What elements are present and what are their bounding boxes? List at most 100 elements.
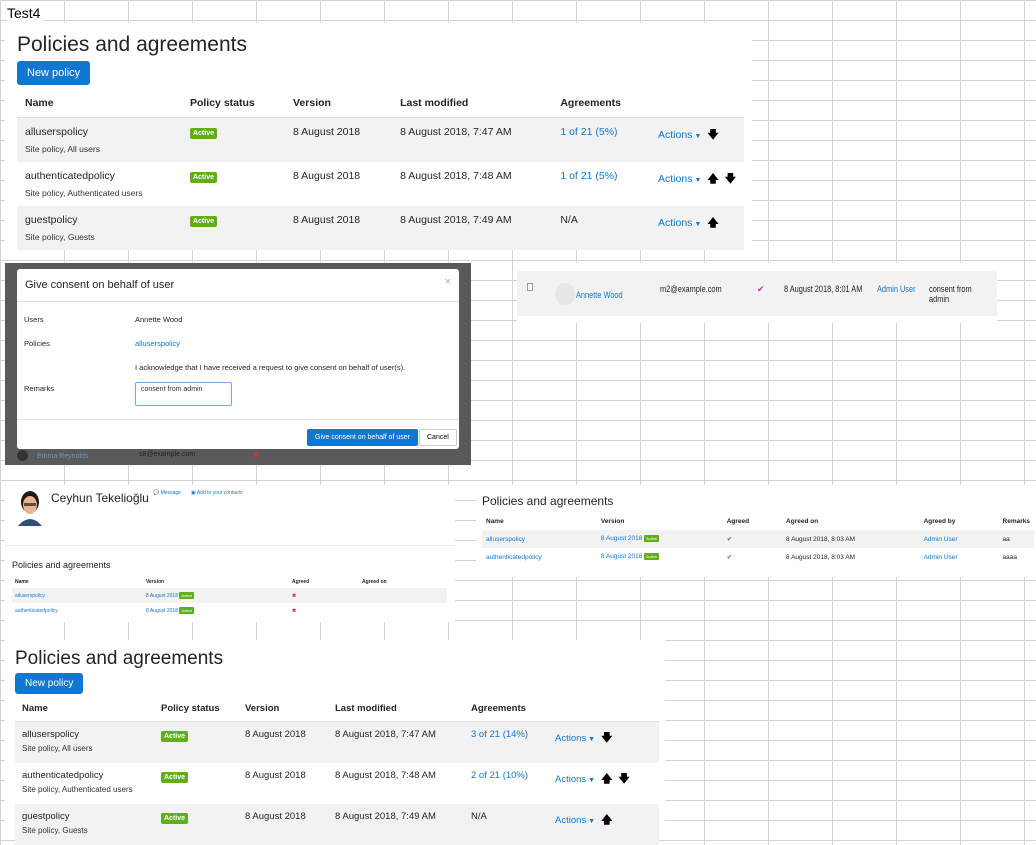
table-row: alluserspolicy Site policy, All users Act… <box>15 721 659 763</box>
message-icon: 💬 <box>153 490 160 496</box>
not-agreed-icon: ✖ <box>292 607 297 614</box>
policies-label: Policies <box>24 339 50 348</box>
version: 8 August 2018 <box>293 170 361 182</box>
table-row: authenticatedpolicy 8 August 2018 Active… <box>482 548 1034 566</box>
agreements-link[interactable]: 3 of 21 (14%) <box>471 729 529 740</box>
behind-row: Emma Reynolds s8@example.com ✖ <box>15 449 465 463</box>
caret-down-icon: ▼ <box>588 777 596 784</box>
col-header: Agreed on <box>786 518 819 525</box>
col-header: Version <box>600 518 625 525</box>
policy-name: authenticatedpolicy <box>25 170 115 182</box>
version: 8 August 2018 <box>238 721 328 763</box>
actions-label: Actions <box>555 815 587 826</box>
row-checkbox[interactable] <box>527 283 533 291</box>
give-consent-button[interactable]: Give consent on behalf of user <box>307 429 418 446</box>
policy-name: alluserspolicy <box>22 729 80 740</box>
last-modified: 8 August 2018, 7:48 AM <box>400 170 512 182</box>
user-name-link[interactable]: Annette Wood <box>576 290 623 300</box>
agreed-check-icon: ✔ <box>726 554 733 561</box>
section-title: Policies and agreements <box>12 560 111 570</box>
move-up-icon[interactable]: 🡅 <box>707 173 719 185</box>
actions-dropdown[interactable]: Actions ▼ <box>555 774 595 785</box>
policy-name: authenticatedpolicy <box>22 770 104 781</box>
not-agreed-icon: ✖ <box>289 588 359 603</box>
policy-audience: Site policy, All users <box>22 744 93 753</box>
agreed-by-link[interactable]: Admin User <box>877 284 916 294</box>
remarks-textarea[interactable]: consent from admin <box>135 382 232 406</box>
document-title: Test4 <box>7 5 45 21</box>
last-modified: 8 August 2018, 7:47 AM <box>328 721 464 763</box>
actions-dropdown[interactable]: Actions ▼ <box>555 733 595 744</box>
modal-footer-divider <box>17 419 459 420</box>
move-down-icon[interactable]: 🡇 <box>618 773 630 785</box>
actions-dropdown[interactable]: Actions ▼ <box>658 173 701 185</box>
agreed-by-link[interactable]: Admin User <box>923 553 958 561</box>
move-down-icon[interactable]: 🡇 <box>707 129 719 141</box>
table-row: Annette Wood m2@example.com ✔ 8 August 2… <box>517 271 997 316</box>
move-up-icon[interactable]: 🡅 <box>601 814 613 826</box>
col-header: Version <box>285 89 393 118</box>
version-link[interactable]: 8 August 2018 <box>146 592 178 599</box>
move-up-icon[interactable]: 🡅 <box>707 217 719 229</box>
policy-audience: Site policy, Guests <box>22 826 88 835</box>
message-link[interactable]: 💬 Message <box>153 490 181 496</box>
remarks-value: consent from admin <box>929 284 972 304</box>
add-contact-link[interactable]: ▣ Add to your contacts <box>191 490 243 496</box>
caret-down-icon: ▼ <box>694 177 702 184</box>
col-header: Agreements <box>464 696 548 722</box>
version-link[interactable]: 8 August 2018 <box>146 607 178 614</box>
status-badge: Active <box>161 731 189 742</box>
col-header: Policy status <box>181 89 285 118</box>
caret-down-icon: ▼ <box>588 818 596 825</box>
policy-link[interactable]: alluserspolicy <box>135 339 181 348</box>
col-header: Last modified <box>328 696 464 722</box>
policies-table: Name Policy status Version Last modified… <box>15 696 659 845</box>
caret-down-icon: ▼ <box>694 133 702 140</box>
last-modified: 8 August 2018, 7:47 AM <box>392 117 553 162</box>
policy-link[interactable]: alluserspolicy <box>12 588 143 603</box>
agreements-link[interactable]: 1 of 21 (5%) <box>560 126 618 138</box>
agreed-check-icon: ✔ <box>757 284 765 294</box>
agreements-link[interactable]: 2 of 21 (10%) <box>471 770 529 781</box>
cancel-button[interactable]: Cancel <box>419 429 457 446</box>
actions-label: Actions <box>658 129 693 141</box>
actions-dropdown[interactable]: Actions ▼ <box>555 815 595 826</box>
last-modified: 8 August 2018, 7:49 AM <box>328 804 464 845</box>
actions-label: Actions <box>555 733 587 744</box>
policy-link[interactable]: authenticatedpolicy <box>15 607 58 614</box>
new-policy-button[interactable]: New policy <box>17 61 91 85</box>
policy-link[interactable]: alluserspolicy <box>482 530 597 548</box>
consent-modal: Give consent on behalf of user × Users A… <box>17 269 459 449</box>
actions-dropdown[interactable]: Actions ▼ <box>658 129 701 141</box>
remarks: aa <box>998 530 1034 548</box>
version-link[interactable]: 8 August 2018 <box>600 535 643 543</box>
agreed-check-icon: ✔ <box>722 530 783 548</box>
user-profile-panel: Ceyhun Tekelioğlu 💬 Message ▣ Add to you… <box>5 485 455 622</box>
move-down-icon[interactable]: 🡇 <box>601 732 613 744</box>
remarks-label: Remarks <box>24 384 55 393</box>
agreed-by-link[interactable]: Admin User <box>919 530 999 548</box>
new-policy-button[interactable]: New policy <box>15 673 84 694</box>
actions-dropdown[interactable]: Actions ▼ <box>658 217 701 229</box>
behind-user-email: s8@example.com <box>139 451 196 458</box>
agreements-value: N/A <box>552 206 650 250</box>
move-down-icon[interactable]: 🡇 <box>724 173 736 185</box>
policies-table: Name Policy status Version Last modified… <box>17 89 744 250</box>
actions-label: Actions <box>658 173 693 185</box>
policy-audience: Site policy, Guests <box>25 232 95 242</box>
remarks: aaaa <box>1002 553 1017 561</box>
move-up-icon[interactable]: 🡅 <box>601 773 613 785</box>
status-badge: Active <box>179 607 195 614</box>
col-header: Version <box>238 696 328 722</box>
col-header: Agreed by <box>923 518 956 525</box>
policy-audience: Site policy, Authenticated users <box>22 785 133 794</box>
agreements-value: N/A <box>464 804 548 845</box>
user-agreements-panel: Policies and agreements Name Version Agr… <box>476 485 1036 577</box>
policy-link[interactable]: authenticatedpolicy <box>486 553 542 561</box>
status-badge: Active <box>189 172 217 183</box>
agreements-link[interactable]: 1 of 21 (5%) <box>560 170 618 182</box>
version-link[interactable]: 8 August 2018 <box>600 553 643 561</box>
acknowledgement-text: I acknowledge that I have received a req… <box>135 363 406 372</box>
close-icon[interactable]: × <box>444 276 451 288</box>
table-row: authenticatedpolicy 8 August 2018 Active… <box>12 603 447 618</box>
